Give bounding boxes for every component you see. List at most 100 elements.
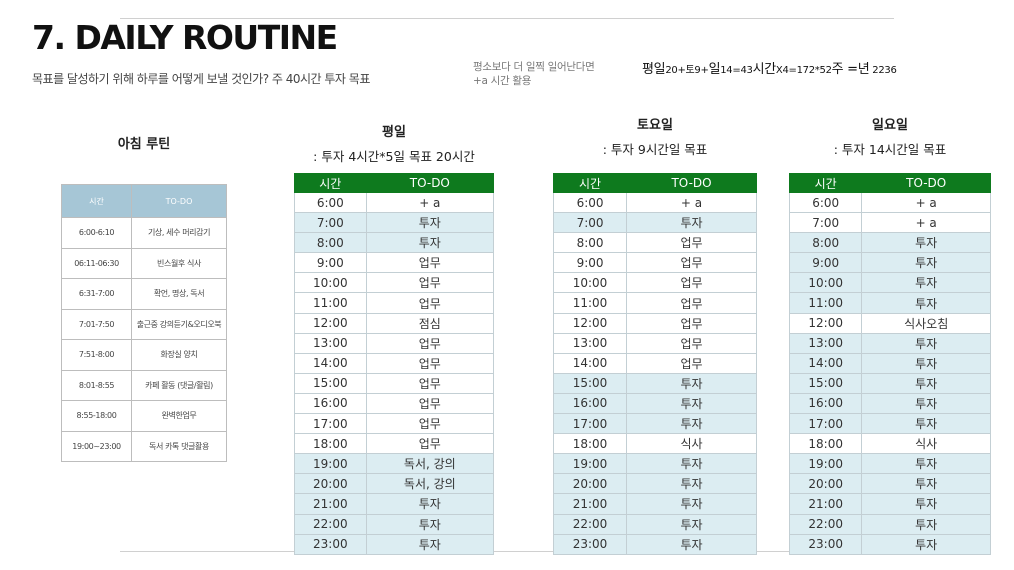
table-row: 21:00 투자 [788,493,991,515]
table-row: 19:00 투자 [552,453,757,475]
todo-cell: 투자 [861,372,991,394]
todo-cell: 투자 [861,252,991,274]
todo-cell: 투자 [861,513,991,535]
time-cell: 23:00 [552,533,628,555]
table-row: 15:00 투자 [552,372,757,394]
todo-cell: 투자 [365,533,495,555]
table-row: 22:00 투자 [294,513,495,535]
table-row: 17:00 투자 [552,413,757,435]
time-cell: 14:00 [294,352,367,374]
weekday-heading: 평일 : 투자 4시간*5일 목표 20시간 [294,121,494,165]
table-row: 7:00 + a [788,212,991,234]
table-row: 10:00 업무 [552,272,757,294]
column-header-todo: TO-DO [131,184,227,218]
todo-cell: 투자 [626,453,757,475]
table-row: 23:00 투자 [552,533,757,555]
time-cell: 18:00 [294,433,367,455]
todo-cell: 투자 [861,352,991,374]
todo-cell: 투자 [626,372,757,394]
time-cell: 14:00 [552,352,628,374]
bottom-divider [120,551,894,552]
time-cell: 10:00 [788,272,863,294]
todo-cell: 투자 [365,493,495,515]
todo-cell: 업무 [365,372,495,394]
time-cell: 7:51-8:00 [61,339,132,371]
todo-cell: 투자 [626,212,757,234]
time-cell: 22:00 [294,513,367,535]
time-cell: 11:00 [552,292,628,314]
note-line-1: 평소보다 더 일찍 일어난다면 [473,61,595,73]
time-cell: 8:00 [552,232,628,254]
todo-cell: 빈스월후 식사 [131,247,227,279]
time-cell: 10:00 [294,272,367,294]
time-cell: 19:00~23:00 [61,430,132,462]
todo-cell: 출근중 강의듣기&오디오북 [131,308,227,340]
todo-cell: + a [365,191,495,214]
table-row: 16:00 투자 [788,392,991,415]
time-cell: 16:00 [788,392,863,415]
todo-cell: 업무 [365,272,495,294]
column-header-time: 시간 [552,173,628,193]
table-row: 6:00 + a [788,191,991,214]
todo-cell: 업무 [365,292,495,314]
table-row: 7:51-8:00 화장실 양치 [61,339,227,371]
table-row: 8:00 투자 [788,232,991,254]
todo-cell: 점심 [365,312,495,334]
todo-cell: 업무 [626,312,757,334]
table-row: 16:00 투자 [552,392,757,415]
todo-cell: 투자 [861,493,991,515]
time-cell: 7:01-7:50 [61,308,132,340]
time-cell: 9:00 [294,252,367,274]
time-cell: 15:00 [294,372,367,394]
todo-cell: 업무 [626,332,757,354]
table-row: 7:01-7:50 출근중 강의듣기&오디오북 [61,308,227,340]
todo-cell: 투자 [861,453,991,475]
time-cell: 20:00 [788,473,863,495]
table-row: 17:00 업무 [294,413,495,435]
table-row: 20:00 투자 [788,473,991,495]
todo-cell: 투자 [626,513,757,535]
time-cell: 22:00 [788,513,863,535]
column-header-time: 시간 [788,173,863,193]
time-cell: 21:00 [552,493,628,515]
table-row: 9:00 업무 [294,252,495,274]
page-title: 7. DAILY ROUTINE [32,18,338,57]
table-row: 11:00 업무 [552,292,757,314]
todo-cell: 업무 [626,232,757,254]
note-line-2: +a 시간 활용 [473,75,532,87]
todo-cell: 업무 [365,392,495,415]
table-row: 14:00 투자 [788,352,991,374]
time-cell: 20:00 [552,473,628,495]
time-cell: 6:00-6:10 [61,217,132,249]
time-cell: 22:00 [552,513,628,535]
todo-cell: 업무 [626,352,757,374]
table-row: 6:00 + a [294,191,495,214]
todo-cell: + a [626,191,757,214]
todo-cell: + a [861,191,991,214]
column-header-time: 시간 [294,173,367,193]
formula-part: 14=43 [720,65,753,76]
time-cell: 13:00 [552,332,628,354]
morning-routine-table: 시간 TO-DO 6:00-6:10 기상, 세수 머리감기 06:11-06:30… [61,184,227,462]
table-row: 14:00 업무 [552,352,757,374]
time-cell: 10:00 [552,272,628,294]
todo-cell: 식사오침 [861,312,991,334]
table-row: 9:00 업무 [552,252,757,274]
table-row: 19:00 독서, 강의 [294,453,495,475]
time-cell: 12:00 [788,312,863,334]
todo-cell: 업무 [365,352,495,374]
time-cell: 21:00 [294,493,367,515]
time-cell: 23:00 [294,533,367,555]
saturday-heading: 토요일 : 투자 9시간일 목표 [553,114,757,158]
todo-cell: 투자 [626,473,757,495]
table-row: 19:00 투자 [788,453,991,475]
sunday-heading-text: 일요일 [872,118,908,133]
weekday-subheading: : 투자 4시간*5일 목표 20시간 [313,149,475,164]
time-cell: 6:00 [294,191,367,214]
formula-part: X4=172*52 [775,65,832,76]
time-cell: 18:00 [552,433,628,455]
table-row: 13:00 업무 [552,332,757,354]
todo-cell: 투자 [861,292,991,314]
weekday-heading-text: 평일 [382,125,406,140]
table-header-row: 시간 TO-DO [788,173,991,193]
